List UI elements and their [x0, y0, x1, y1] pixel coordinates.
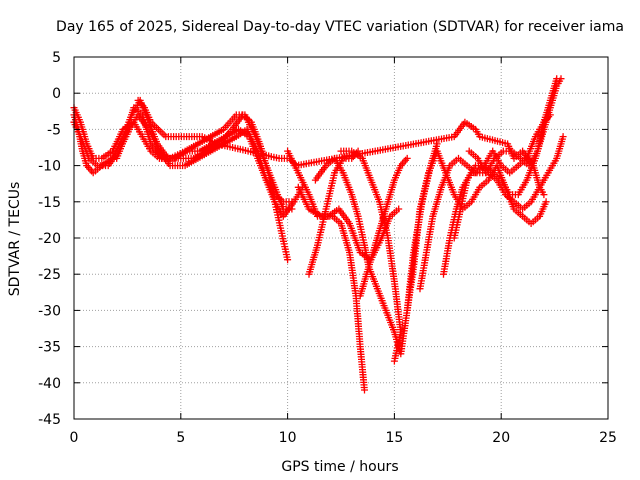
series-track-c: [70, 111, 307, 220]
y-tick-label: -15: [38, 195, 61, 211]
x-axis: 0 5 10 15 20 25: [70, 57, 617, 446]
series-track-h: [294, 183, 368, 394]
y-tick-label: -25: [38, 267, 61, 283]
x-axis-label: GPS time / hours: [281, 459, 398, 475]
y-tick-label: -45: [38, 412, 61, 428]
y-tick-label: -5: [47, 122, 61, 138]
y-axis-label: SDTVAR / TECUs: [7, 182, 23, 297]
y-tick-label: -10: [38, 159, 61, 175]
x-tick-label: 10: [279, 430, 297, 446]
chart-title: Day 165 of 2025, Sidereal Day-to-day VTE…: [56, 19, 624, 35]
marker-trail: [134, 96, 548, 199]
x-tick-label: 0: [70, 430, 79, 446]
y-tick-label: -40: [38, 376, 61, 392]
x-tick-label: 25: [599, 430, 617, 446]
x-tick-label: 20: [492, 430, 510, 446]
marker-trail: [403, 140, 441, 314]
series-track-d: [113, 104, 296, 206]
y-tick-label: -35: [38, 340, 61, 356]
series-track-i: [337, 147, 405, 365]
marker-trail: [70, 111, 307, 220]
grid-lines: [74, 57, 608, 419]
series-track-k: [356, 154, 411, 300]
y-tick-label: 5: [52, 50, 61, 66]
marker-trail: [337, 147, 405, 365]
marker-trail: [465, 75, 561, 177]
y-axis: 5 0 -5 -10 -15 -20 -25 -30 -35 -40 -45: [38, 50, 608, 428]
y-tick-label: 0: [52, 86, 61, 102]
y-tick-label: -20: [38, 231, 61, 247]
series-track-n: [440, 133, 567, 278]
series-track-j: [403, 140, 441, 314]
x-tick-label: 5: [176, 430, 185, 446]
series-scatter-extra: [134, 96, 548, 199]
marker-trail: [440, 133, 567, 278]
y-tick-label: -30: [38, 303, 61, 319]
marker-trail: [113, 104, 296, 206]
marker-trail: [294, 183, 368, 394]
data-markers: [70, 75, 567, 394]
marker-trail: [356, 154, 411, 300]
x-tick-label: 15: [385, 430, 403, 446]
series-track-p: [465, 75, 561, 177]
